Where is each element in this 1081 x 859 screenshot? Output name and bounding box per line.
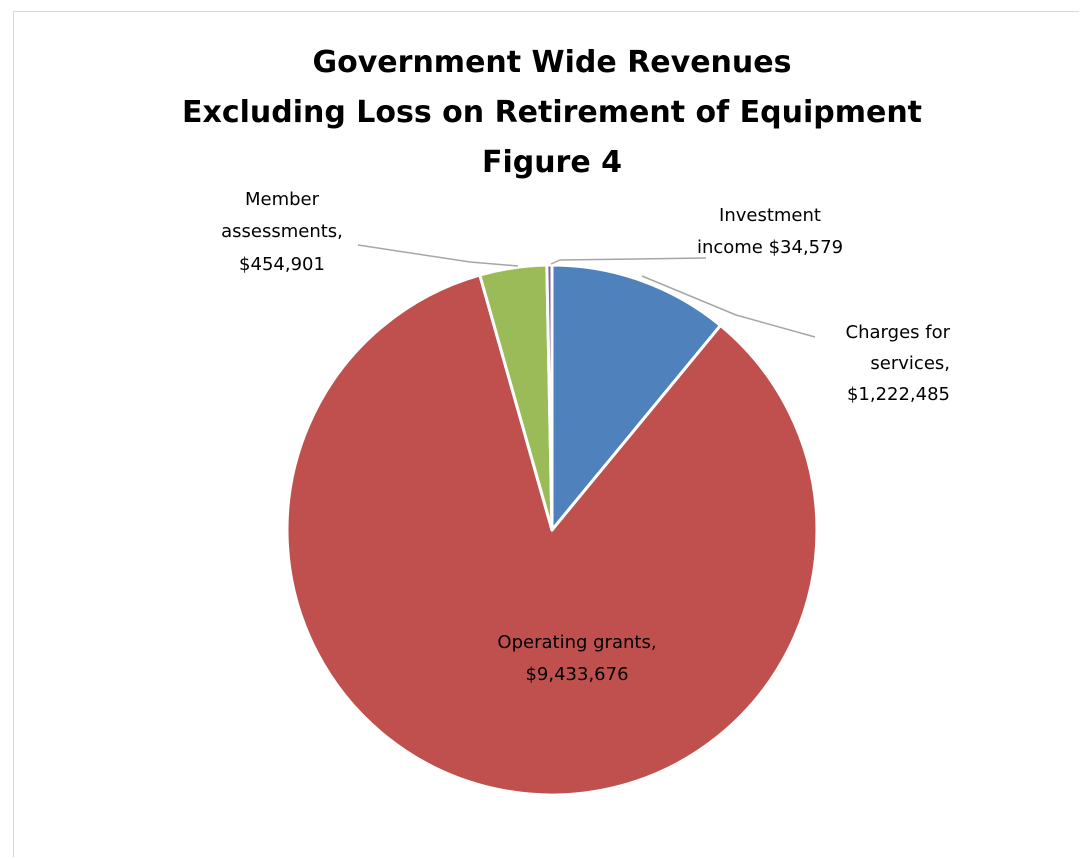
slice-label-charges-for-services: Charges for services, $1,222,485 [846,322,951,405]
chart-title-line-2: Excluding Loss on Retirement of Equipmen… [182,95,922,130]
pie-slice-investment-income [545,263,554,532]
leader-lines [357,244,816,338]
slice-label-operating-grants: Operating grants, $9,433,676 [497,632,656,685]
chart-title-line-3: Figure 4 [482,145,622,180]
pie-slices [285,263,819,797]
label-member-line-3: $454,901 [239,254,325,275]
slice-label-investment-income: Investment income $34,579 [697,205,843,258]
slice-label-member-assessments: Member assessments, $454,901 [221,189,343,275]
chart-title: Government Wide Revenues Excluding Loss … [182,45,922,180]
chart-area [13,11,1079,857]
chart-title-line-1: Government Wide Revenues [313,45,792,80]
leader-line-member-assessments [357,244,519,267]
leader-line-charges-for-services [641,275,816,338]
leader-line-investment-income [550,257,707,265]
label-investment-line-2: income $34,579 [697,237,843,258]
label-charges-line-3: $1,222,485 [847,384,950,405]
label-member-line-2: assessments, [221,221,343,242]
pie-slice-operating-grants [285,273,819,797]
label-charges-line-1: Charges for [846,322,951,343]
label-charges-line-2: services, [870,353,950,374]
label-investment-line-1: Investment [719,205,821,226]
label-member-line-1: Member [245,189,320,210]
label-operating-line-1: Operating grants, [497,632,656,653]
label-operating-line-2: $9,433,676 [525,664,628,685]
pie-slice-charges-for-services [550,263,723,532]
